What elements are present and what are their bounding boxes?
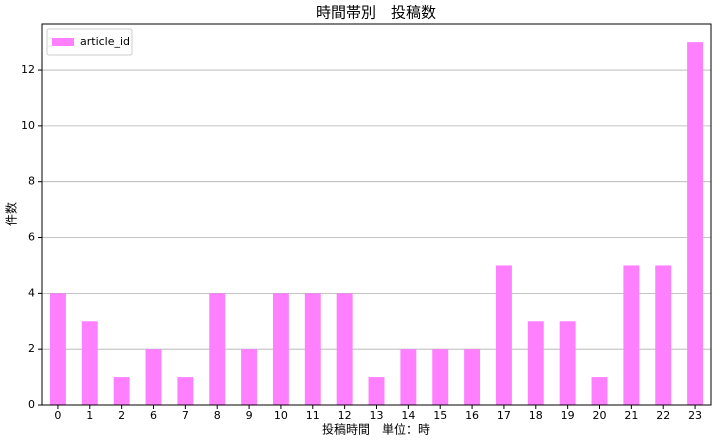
- y-tick-label: 6: [28, 231, 35, 244]
- bar: [49, 293, 66, 405]
- x-tick-label: 6: [150, 409, 157, 422]
- bar: [304, 293, 321, 405]
- bar: [241, 349, 258, 405]
- x-axis-label: 投稿時間 単位：時: [322, 422, 430, 437]
- x-tick-label: 11: [306, 409, 320, 422]
- bar: [623, 265, 640, 405]
- bar: [432, 349, 449, 405]
- bar: [687, 42, 704, 406]
- legend-swatch: [52, 38, 74, 46]
- bar: [209, 293, 226, 405]
- x-tick-label: 16: [465, 409, 479, 422]
- x-tick-label: 18: [529, 409, 543, 422]
- bar: [400, 349, 417, 405]
- y-tick-label: 0: [28, 398, 35, 411]
- x-tick-label: 10: [274, 409, 288, 422]
- bar: [177, 377, 194, 405]
- y-tick-label: 2: [28, 342, 35, 355]
- y-tick-label: 8: [28, 175, 35, 188]
- bar: [559, 321, 576, 405]
- bar: [495, 265, 512, 405]
- bar: [527, 321, 544, 405]
- x-tick-label: 7: [182, 409, 189, 422]
- y-axis-label: 件数: [4, 202, 19, 226]
- bar: [145, 349, 162, 405]
- x-tick-label: 0: [54, 409, 61, 422]
- x-tick-label: 15: [433, 409, 447, 422]
- legend-label: article_id: [80, 35, 130, 48]
- bar: [272, 293, 289, 405]
- x-tick-label: 17: [497, 409, 511, 422]
- x-tick-label: 8: [214, 409, 221, 422]
- bar: [336, 293, 353, 405]
- bar: [368, 377, 385, 405]
- bar: [81, 321, 98, 405]
- x-tick-label: 13: [370, 409, 384, 422]
- x-tick-label: 14: [401, 409, 415, 422]
- legend-box: [46, 28, 133, 56]
- x-tick-label: 12: [338, 409, 352, 422]
- x-tick-label: 20: [593, 409, 607, 422]
- x-tick-label: 2: [118, 409, 125, 422]
- bar: [113, 377, 130, 405]
- bar: [464, 349, 481, 405]
- x-tick-label: 1: [86, 409, 93, 422]
- x-tick-label: 21: [624, 409, 638, 422]
- x-tick-label: 19: [561, 409, 575, 422]
- chart-title: 時間帯別 投稿数: [316, 4, 436, 22]
- y-tick-label: 4: [28, 286, 35, 299]
- x-tick-label: 23: [688, 409, 702, 422]
- y-tick-label: 10: [21, 119, 35, 132]
- bar: [591, 377, 608, 405]
- x-tick-label: 9: [246, 409, 253, 422]
- bar: [655, 265, 672, 405]
- y-tick-label: 12: [21, 63, 35, 76]
- x-tick-label: 22: [656, 409, 670, 422]
- plot-frame: [41, 23, 712, 406]
